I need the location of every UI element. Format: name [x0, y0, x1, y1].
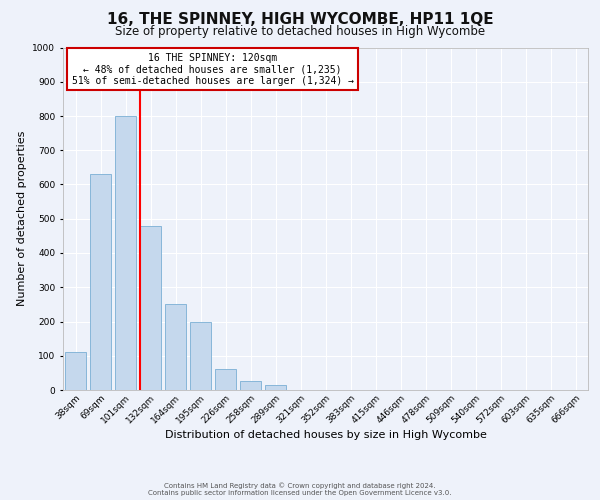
Bar [265, 385, 286, 390]
Bar [240, 382, 261, 390]
Bar [190, 322, 211, 390]
Text: 16 THE SPINNEY: 120sqm
← 48% of detached houses are smaller (1,235)
51% of semi-: 16 THE SPINNEY: 120sqm ← 48% of detached… [71, 52, 353, 86]
Bar [165, 304, 186, 390]
Bar [140, 226, 161, 390]
Text: Contains public sector information licensed under the Open Government Licence v3: Contains public sector information licen… [148, 490, 452, 496]
Bar [90, 174, 111, 390]
Y-axis label: Number of detached properties: Number of detached properties [17, 131, 27, 306]
Bar [215, 370, 236, 390]
Text: 16, THE SPINNEY, HIGH WYCOMBE, HP11 1QE: 16, THE SPINNEY, HIGH WYCOMBE, HP11 1QE [107, 12, 493, 28]
Text: Size of property relative to detached houses in High Wycombe: Size of property relative to detached ho… [115, 25, 485, 38]
Bar [65, 352, 86, 390]
X-axis label: Distribution of detached houses by size in High Wycombe: Distribution of detached houses by size … [164, 430, 487, 440]
Bar [115, 116, 136, 390]
Text: Contains HM Land Registry data © Crown copyright and database right 2024.: Contains HM Land Registry data © Crown c… [164, 482, 436, 489]
